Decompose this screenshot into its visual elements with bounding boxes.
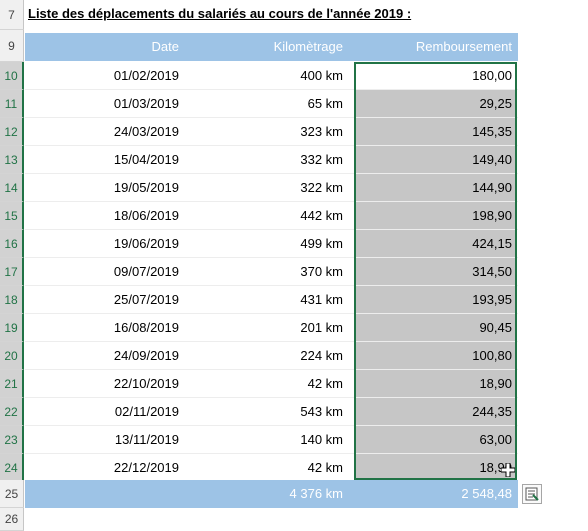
cell-remboursement[interactable]: 29,25 bbox=[479, 96, 512, 111]
row-gridline bbox=[25, 369, 518, 370]
row-header-19[interactable]: 19 bbox=[0, 314, 24, 342]
cell-kilometrage[interactable]: 431 km bbox=[300, 292, 343, 307]
cell-remboursement[interactable]: 424,15 bbox=[472, 236, 512, 251]
cell-kilometrage[interactable]: 42 km bbox=[307, 376, 343, 391]
cell-date[interactable]: 24/09/2019 bbox=[113, 348, 179, 363]
row-header-16[interactable]: 16 bbox=[0, 230, 24, 258]
cell-kilometrage[interactable]: 499 km bbox=[300, 236, 343, 251]
row-gridline bbox=[25, 201, 518, 202]
row-gridline bbox=[25, 313, 518, 314]
cell-kilometrage[interactable]: 543 km bbox=[300, 404, 343, 419]
row-header-10[interactable]: 10 bbox=[0, 62, 24, 90]
cell-date[interactable]: 22/10/2019 bbox=[113, 376, 179, 391]
cell-remboursement[interactable]: 100,80 bbox=[472, 348, 512, 363]
row-header-26[interactable]: 26 bbox=[0, 508, 24, 531]
row-header-7[interactable]: 7 bbox=[0, 0, 24, 30]
cell-remboursement[interactable]: 314,50 bbox=[472, 264, 512, 279]
cell-remboursement[interactable]: 144,90 bbox=[472, 180, 512, 195]
cell-remboursement[interactable]: 18,90 bbox=[479, 460, 512, 475]
cell-remboursement[interactable]: 180,00 bbox=[472, 68, 512, 83]
cell-date[interactable]: 02/11/2019 bbox=[114, 404, 179, 419]
row-gridline bbox=[25, 229, 518, 230]
cell-date[interactable]: 19/05/2019 bbox=[113, 180, 179, 195]
cell-remboursement[interactable]: 193,95 bbox=[472, 292, 512, 307]
total-remboursement[interactable]: 2 548,48 bbox=[349, 480, 518, 508]
quick-analysis-icon bbox=[525, 487, 539, 501]
cell-date[interactable]: 18/06/2019 bbox=[113, 208, 179, 223]
row-gridline bbox=[25, 397, 518, 398]
row-header-12[interactable]: 12 bbox=[0, 118, 24, 146]
row-gridline bbox=[25, 425, 518, 426]
row-gridline bbox=[25, 89, 518, 90]
row-header-24[interactable]: 24 bbox=[0, 454, 24, 482]
selection-fill bbox=[356, 89, 516, 478]
cell-date[interactable]: 09/07/2019 bbox=[113, 264, 179, 279]
cell-date[interactable]: 16/08/2019 bbox=[113, 320, 179, 335]
row-header-9[interactable]: 9 bbox=[0, 30, 24, 62]
cell-remboursement[interactable]: 145,35 bbox=[472, 124, 512, 139]
sheet-title[interactable]: Liste des déplacements du salariés au co… bbox=[28, 6, 412, 21]
cell-remboursement[interactable]: 244,35 bbox=[472, 404, 512, 419]
cell-kilometrage[interactable]: 332 km bbox=[300, 152, 343, 167]
row-header-21[interactable]: 21 bbox=[0, 370, 24, 398]
row-gridline bbox=[25, 285, 518, 286]
cell-kilometrage[interactable]: 370 km bbox=[300, 264, 343, 279]
cell-remboursement[interactable]: 198,90 bbox=[472, 208, 512, 223]
row-header-20[interactable]: 20 bbox=[0, 342, 24, 370]
cell-date[interactable]: 13/11/2019 bbox=[114, 432, 179, 447]
cell-remboursement[interactable]: 149,40 bbox=[472, 152, 512, 167]
row-gridline bbox=[25, 173, 518, 174]
row-header-18[interactable]: 18 bbox=[0, 286, 24, 314]
row-header-11[interactable]: 11 bbox=[0, 90, 24, 118]
cell-remboursement[interactable]: 90,45 bbox=[479, 320, 512, 335]
row-gridline bbox=[25, 341, 518, 342]
total-kilometrage[interactable]: 4 376 km bbox=[185, 480, 349, 508]
cell-date[interactable]: 22/12/2019 bbox=[113, 460, 179, 475]
cell-date[interactable]: 01/03/2019 bbox=[113, 96, 179, 111]
row-gridline bbox=[25, 117, 518, 118]
cell-kilometrage[interactable]: 201 km bbox=[300, 320, 343, 335]
row-header-13[interactable]: 13 bbox=[0, 146, 24, 174]
row-header-23[interactable]: 23 bbox=[0, 426, 24, 454]
cell-date[interactable]: 01/02/2019 bbox=[113, 68, 179, 83]
row-header-17[interactable]: 17 bbox=[0, 258, 24, 286]
plus-cursor-icon bbox=[501, 463, 515, 477]
row-header-15[interactable]: 15 bbox=[0, 202, 24, 230]
cell-date[interactable]: 24/03/2019 bbox=[113, 124, 179, 139]
row-gridline bbox=[25, 453, 518, 454]
row-gridline bbox=[25, 257, 518, 258]
cell-remboursement[interactable]: 18,90 bbox=[479, 376, 512, 391]
cell-kilometrage[interactable]: 442 km bbox=[300, 208, 343, 223]
cell-date[interactable]: 15/04/2019 bbox=[113, 152, 179, 167]
cell-kilometrage[interactable]: 224 km bbox=[300, 348, 343, 363]
row-header-25[interactable]: 25 bbox=[0, 480, 24, 508]
cell-remboursement[interactable]: 63,00 bbox=[479, 432, 512, 447]
row-gridline bbox=[25, 145, 518, 146]
cell-kilometrage[interactable]: 323 km bbox=[300, 124, 343, 139]
cell-kilometrage[interactable]: 65 km bbox=[307, 96, 343, 111]
row-header-22[interactable]: 22 bbox=[0, 398, 24, 426]
cell-kilometrage[interactable]: 400 km bbox=[300, 68, 343, 83]
cell-kilometrage[interactable]: 42 km bbox=[307, 460, 343, 475]
cell-date[interactable]: 19/06/2019 bbox=[113, 236, 179, 251]
cell-date[interactable]: 25/07/2019 bbox=[113, 292, 179, 307]
row-header-14[interactable]: 14 bbox=[0, 174, 24, 202]
quick-analysis-button[interactable] bbox=[522, 484, 542, 504]
header-remboursement[interactable]: Remboursement bbox=[349, 33, 518, 61]
header-kilometrage[interactable]: Kilomètrage bbox=[185, 33, 349, 61]
cell-kilometrage[interactable]: 322 km bbox=[300, 180, 343, 195]
header-date[interactable]: Date bbox=[25, 33, 185, 61]
cell-kilometrage[interactable]: 140 km bbox=[300, 432, 343, 447]
